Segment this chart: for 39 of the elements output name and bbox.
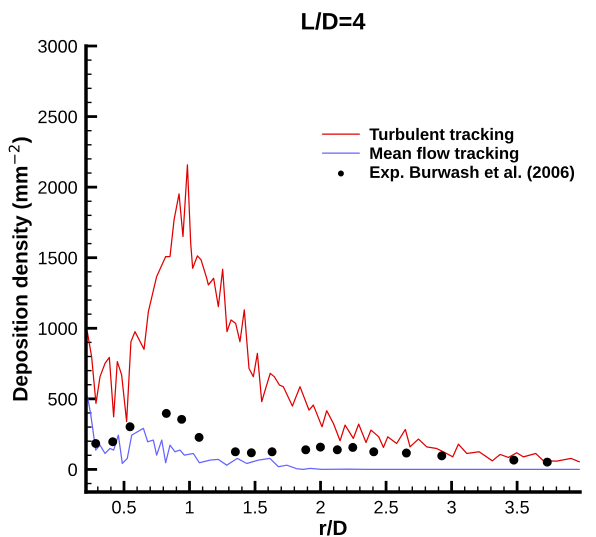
point [332,445,342,454]
point [162,408,171,418]
x-tick-label: 1.5 [244,500,267,514]
point [194,432,204,442]
y-tick-label: 0 [68,463,77,476]
point [402,448,411,458]
y-tick-label: 1000 [38,322,77,335]
point [369,447,378,456]
x-tick-label: 0.5 [112,500,136,514]
point [348,442,358,452]
y-tick-label: 1500 [38,252,77,264]
point [509,456,518,465]
point [108,437,118,446]
y-tick-label: 2000 [38,181,77,194]
x-tick-label: 2 [316,500,325,514]
point [542,458,552,467]
point [268,447,277,456]
y-tick-label: 2500 [38,110,77,124]
legend-label: Mean flow tracking [370,146,518,162]
x-tick-label: 3.5 [505,500,529,514]
point [316,442,325,452]
y-tick-label: 500 [48,392,77,406]
point [177,414,186,424]
legend-label: Turbulent tracking [369,128,514,144]
line-series [86,395,580,470]
point [246,448,256,458]
y-axis-title: Deposition density (mm$^{−2}$) [8,137,32,400]
point [230,447,240,456]
y-tick-label: 3000 [38,40,77,53]
point [437,451,446,460]
point [126,422,135,432]
point [91,438,100,448]
x-tick-label: 2.5 [374,500,398,514]
x-tick-label: 3 [447,500,456,514]
legend-label: Exp. Burwash et al. (2006) [370,166,574,182]
chart-title: L/D=4 [302,12,366,30]
x-tick-label: 1 [186,500,194,514]
point [301,445,310,454]
x-axis-title: r/D [320,520,347,536]
